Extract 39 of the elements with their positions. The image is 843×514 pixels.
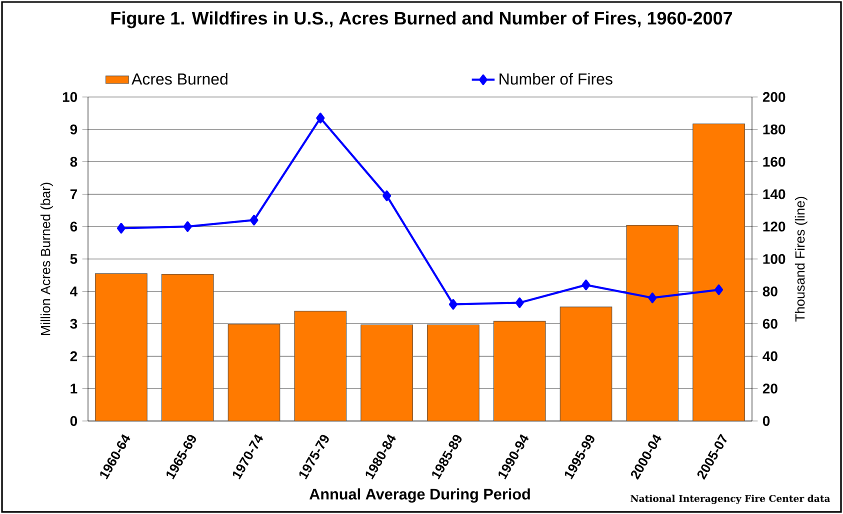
legend-label: Acres Burned [132,72,228,85]
point [648,292,657,304]
point [448,299,458,310]
y-tick-label: 7 [70,189,77,200]
y2-tick-label: 20 [762,384,778,394]
y2-tick-label: 40 [762,351,778,362]
y-tick-label: 6 [70,222,78,232]
point [316,112,325,124]
y-tick-label: 8 [70,156,78,167]
y-tick-label: 1 [70,384,78,394]
y2-tick-label: 100 [763,254,786,264]
y-tick-label: 0 [70,416,78,426]
y2-tick-label: 60 [762,318,778,329]
y-tick-label: 3 [70,318,78,329]
point [183,221,192,232]
y2-tick-label: 120 [763,222,786,232]
y-tick-label: 10 [62,92,78,102]
y-tick-label: 4 [70,286,78,296]
y2-tick-label: 140 [763,189,786,200]
y-tick-label: 5 [70,254,78,264]
y-tick-label: 2 [70,351,78,362]
point [250,214,258,226]
y-axis-title: Million Acres Burned (bar) [40,182,53,335]
point [515,297,524,308]
y2-tick-label: 200 [762,92,786,102]
x-axis-title: Annual Average During Period [309,488,530,503]
point [582,280,590,290]
y-tick-label: 9 [70,124,78,134]
point [116,222,126,234]
y2-tick-label: 80 [762,286,778,296]
chart-title: Figure 1. Wildfires in U.S., Acres Burned and Number of Fires, 1960-2007 [111,11,732,28]
text: National Interagency Fire Center data [630,494,830,504]
y2-tick-label: 160 [763,156,786,167]
y2-axis-title: Thousand Fires (line) [794,196,808,322]
y2-tick-label: 180 [763,124,786,134]
point [714,284,724,296]
y2-tick-label: 0 [762,416,770,426]
legend-label: Number of Fires [500,72,612,85]
point [382,190,392,202]
